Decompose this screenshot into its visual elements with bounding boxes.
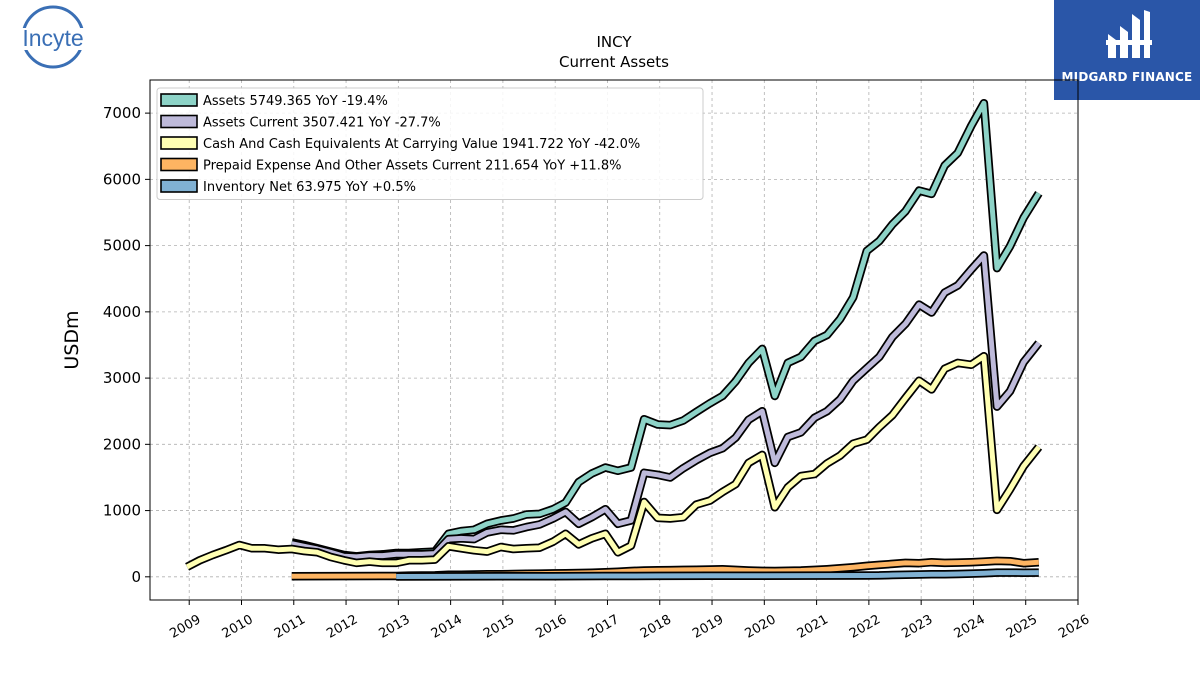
y-tick-label: 5000 <box>103 237 141 255</box>
x-tick-label: 2010 <box>220 612 256 642</box>
x-tick-label: 2020 <box>742 612 778 642</box>
x-tick-label: 2021 <box>795 612 831 642</box>
midgard-finance-logo-text: MIDGARD FINANCE <box>1061 70 1193 84</box>
midgard-emblem-icon <box>1106 10 1152 58</box>
series-layer <box>185 98 1043 581</box>
x-tick-label: 2018 <box>638 612 674 642</box>
incyte-logo-icon: Incyte <box>4 5 102 69</box>
series-cash-and-cash-equivalents-at-carrying-value <box>185 351 1043 571</box>
series-assets-current <box>290 251 1043 562</box>
y-tick-label: 4000 <box>103 303 141 321</box>
x-tick-label: 2016 <box>533 612 569 642</box>
legend-item: Prepaid Expense And Other Assets Current… <box>160 157 621 174</box>
legend-label: Prepaid Expense And Other Assets Current… <box>203 159 621 174</box>
legend-label: Cash And Cash Equivalents At Carrying Va… <box>203 137 640 152</box>
midgard-finance-logo: MIDGARD FINANCE <box>1054 0 1200 100</box>
x-tick-label: 2011 <box>272 612 308 642</box>
series-outline <box>290 251 1043 562</box>
y-axis-ticks: 0 1000 2000 3000 4000 5000 6000 7000 <box>103 104 150 586</box>
incyte-logo: Incyte <box>4 4 102 70</box>
legend-item: Assets 5749.365 YoY -19.4% <box>160 93 388 109</box>
x-tick-label: 2019 <box>690 612 726 642</box>
chart-subtitle: Current Assets <box>559 53 669 71</box>
series-line <box>291 253 1041 560</box>
legend-label: Inventory Net 63.975 YoY +0.5% <box>203 180 416 195</box>
x-tick-label: 2012 <box>324 612 360 642</box>
legend-item: Cash And Cash Equivalents At Carrying Va… <box>160 136 640 152</box>
legend-swatch <box>160 157 198 172</box>
chart-title: INCY <box>596 33 632 51</box>
x-tick-label: 2013 <box>377 612 413 642</box>
y-tick-label: 7000 <box>103 104 141 122</box>
plot-frame <box>149 79 1079 601</box>
x-tick-label: 2024 <box>952 612 988 642</box>
legend-swatch <box>160 136 198 150</box>
legend-label: Assets 5749.365 YoY -19.4% <box>203 94 388 109</box>
legend-item: Assets Current 3507.421 YoY -27.7% <box>160 114 441 131</box>
series-inventory-net <box>396 568 1039 581</box>
y-tick-label: 0 <box>131 568 141 586</box>
legend-swatch <box>160 179 198 193</box>
y-tick-label: 6000 <box>103 170 141 188</box>
x-tick-label: 2015 <box>481 612 517 642</box>
y-tick-label: 3000 <box>103 369 141 387</box>
y-tick-label: 1000 <box>103 502 141 520</box>
x-tick-label: 2022 <box>847 612 883 642</box>
series-line <box>396 570 1039 579</box>
x-axis-ticks: 2009 2010 2011 2012 2013 2014 2015 2016 2017 2018… <box>167 600 1092 642</box>
incyte-logo-text: Incyte <box>22 25 83 51</box>
legend: Assets 5749.365 YoY -19.4% Assets Current… <box>156 87 704 200</box>
x-tick-label: 2023 <box>899 612 935 642</box>
legend-box <box>156 87 704 200</box>
x-tick-label: 2025 <box>1004 612 1040 642</box>
series-line <box>185 353 1041 570</box>
y-axis-label: USDm <box>61 310 83 369</box>
y-tick-label: 2000 <box>103 435 141 453</box>
x-tick-label: 2017 <box>586 612 622 642</box>
x-tick-label: 2026 <box>1056 612 1092 642</box>
legend-item: Inventory Net 63.975 YoY +0.5% <box>160 179 416 195</box>
x-tick-label: 2009 <box>167 612 203 642</box>
x-tick-label: 2014 <box>429 612 465 642</box>
legend-label: Assets Current 3507.421 YoY -27.7% <box>203 116 441 131</box>
legend-swatch <box>160 93 198 107</box>
legend-swatch <box>160 114 198 129</box>
